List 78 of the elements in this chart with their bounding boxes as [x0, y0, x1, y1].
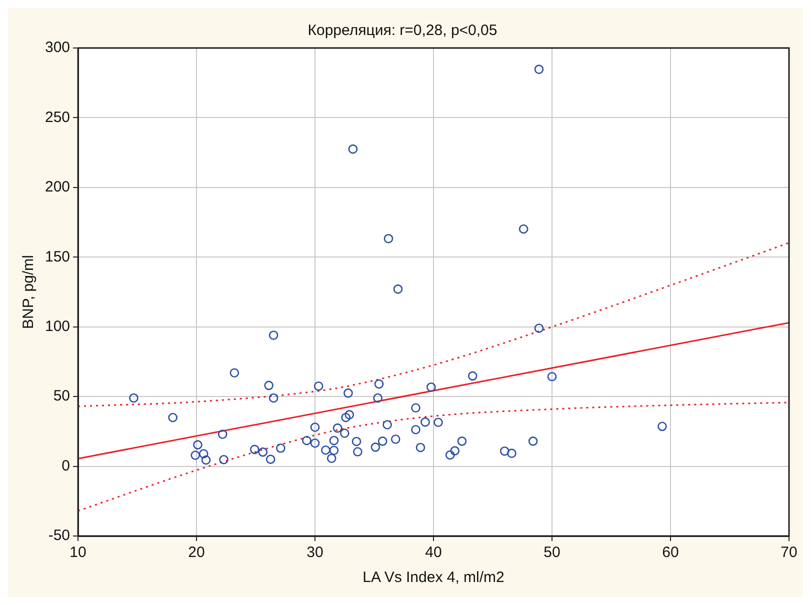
point — [370, 442, 380, 452]
point — [201, 455, 211, 465]
point — [218, 430, 228, 439]
point — [382, 420, 392, 430]
point — [344, 388, 353, 398]
point — [329, 446, 339, 456]
x-tick-label: 40 — [425, 544, 442, 562]
point — [426, 382, 436, 392]
point — [384, 234, 394, 244]
point — [450, 446, 460, 456]
point — [344, 410, 354, 420]
x-axis-title: LA Vs Index 4, ml/m2 — [362, 569, 504, 586]
point — [528, 436, 538, 446]
point — [348, 144, 358, 154]
y-axis-title: BNP, pg/ml — [20, 255, 38, 329]
y-tick-label: 50 — [53, 388, 70, 405]
point — [534, 324, 544, 333]
point — [434, 418, 443, 428]
y-tick-label: 250 — [44, 108, 70, 126]
point — [268, 393, 278, 403]
point — [518, 224, 528, 234]
point — [198, 449, 208, 458]
point — [314, 381, 324, 391]
point — [276, 444, 286, 453]
point — [302, 436, 312, 446]
point — [219, 454, 228, 464]
point — [310, 422, 320, 432]
x-tick-label: 60 — [662, 544, 679, 562]
y-tick-label: -50 — [48, 527, 70, 544]
point — [352, 436, 362, 446]
point — [416, 442, 426, 452]
point — [310, 438, 320, 448]
point — [321, 445, 330, 455]
point — [341, 412, 350, 422]
point — [329, 436, 339, 446]
point — [268, 330, 278, 340]
point — [445, 450, 455, 460]
point — [420, 417, 430, 427]
x-tick-label: 30 — [306, 544, 324, 562]
y-tick-label: 100 — [44, 318, 70, 335]
point — [193, 440, 202, 450]
point — [266, 454, 276, 464]
point — [457, 436, 467, 446]
point — [411, 424, 420, 434]
point — [258, 447, 268, 457]
x-tick-label: 50 — [544, 544, 560, 562]
point — [168, 412, 178, 422]
x-tick-label: 20 — [188, 544, 205, 562]
y-tick-label: 150 — [44, 248, 70, 266]
y-tick-label: 0 — [62, 457, 70, 474]
point — [230, 368, 240, 378]
point — [500, 446, 510, 456]
point — [129, 393, 138, 403]
point — [373, 393, 382, 403]
point — [547, 372, 557, 382]
line-series — [78, 402, 789, 512]
point — [411, 403, 420, 413]
point — [326, 454, 336, 463]
point — [390, 434, 400, 444]
y-tick-label: 200 — [44, 178, 70, 196]
point — [340, 428, 350, 438]
y-tick-label: 300 — [44, 39, 70, 56]
chart-title: Корреляция: r=0,28, p<0,05 — [308, 22, 498, 40]
point — [534, 64, 544, 74]
line-series — [78, 242, 789, 408]
point — [393, 284, 403, 294]
point — [250, 444, 260, 454]
point — [353, 447, 362, 456]
point — [378, 436, 388, 446]
point — [190, 450, 200, 460]
point — [468, 371, 478, 381]
x-tick-label: 10 — [70, 544, 86, 562]
point — [374, 379, 384, 389]
point — [658, 422, 667, 432]
point — [264, 380, 274, 390]
point — [507, 448, 516, 458]
x-tick-label: 70 — [780, 544, 798, 562]
point — [332, 423, 342, 433]
